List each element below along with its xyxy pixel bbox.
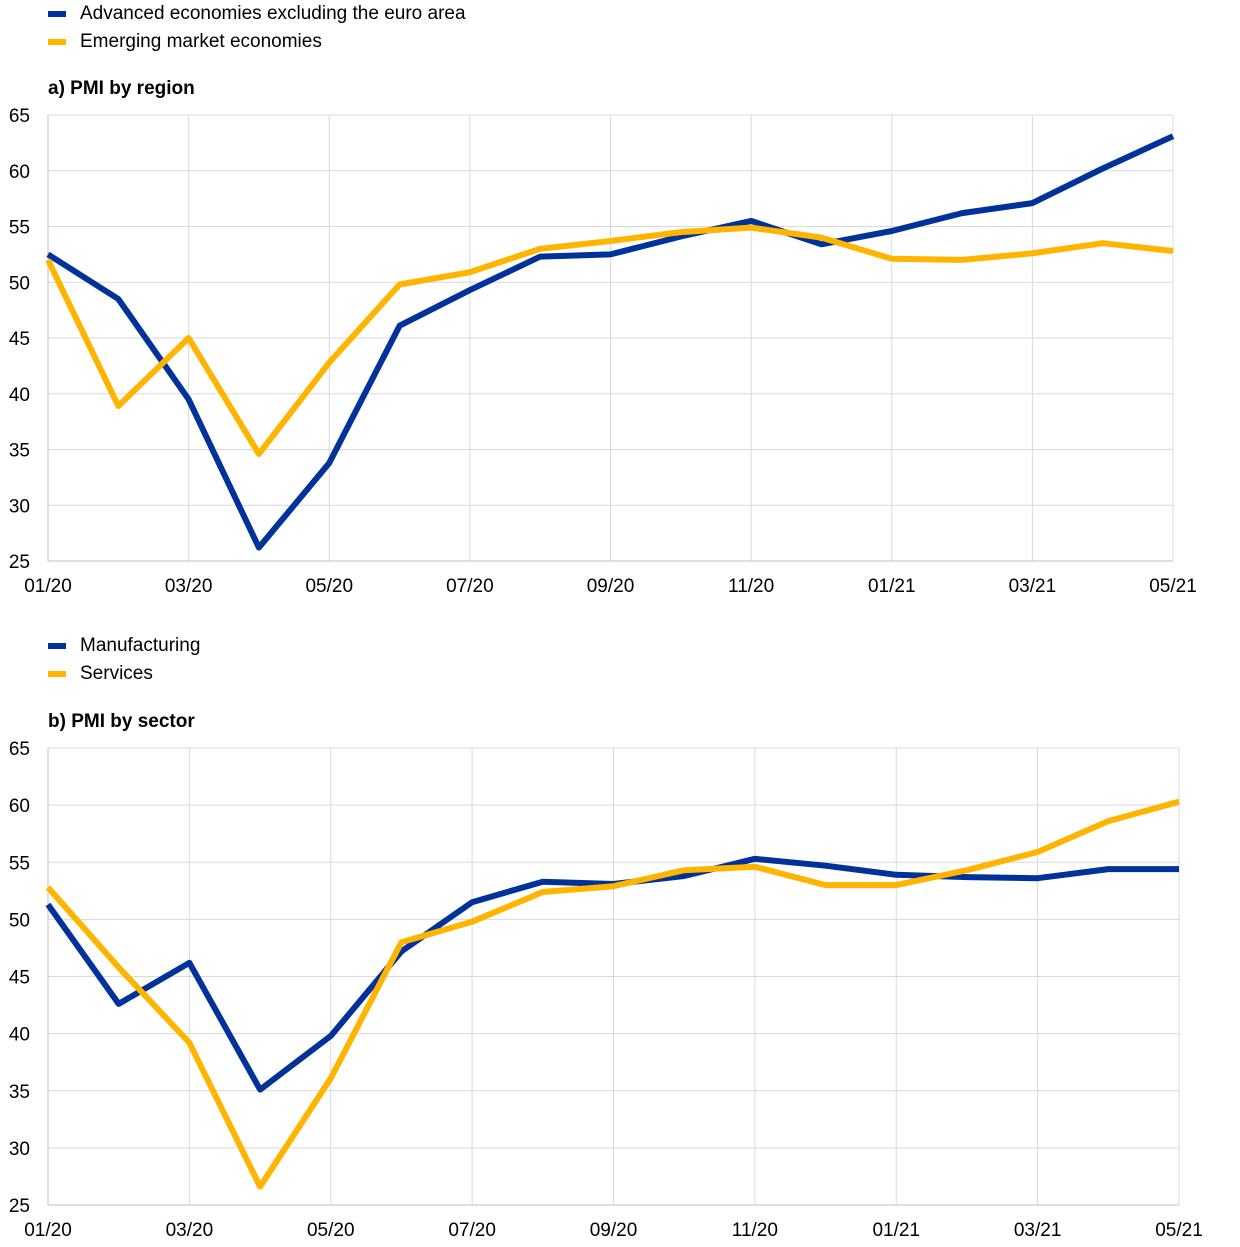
x-tick-label: 05/20 [305,576,353,597]
y-tick-label: 35 [9,441,30,462]
y-tick-label: 30 [9,1139,30,1160]
y-tick-label: 60 [9,796,30,817]
y-tick-label: 45 [9,329,30,350]
y-tick-label: 55 [9,218,30,239]
x-tick-label: 07/20 [446,576,494,597]
x-tick-label: 01/21 [868,576,916,597]
chart-title: b) PMI by sector [48,711,195,732]
y-tick-label: 40 [9,385,30,406]
x-tick-label: 09/20 [590,1220,638,1241]
legend-swatch [48,11,66,17]
y-tick-label: 45 [9,968,30,989]
x-tick-label: 07/20 [448,1220,496,1241]
legend-panel-b: Manufacturing Services [48,632,200,688]
y-tick-label: 40 [9,1025,30,1046]
chart-title: a) PMI by region [48,78,195,99]
y-tick-label: 25 [9,552,30,573]
y-tick-label: 35 [9,1082,30,1103]
legend-swatch [48,643,66,649]
y-tick-label: 50 [9,273,30,294]
x-tick-label: 03/21 [1009,576,1057,597]
series-line-emerging-market-economies [45,224,1174,457]
legend-label: Advanced economies excluding the euro ar… [80,3,466,24]
x-tick-label: 03/20 [165,576,213,597]
y-tick-label: 50 [9,910,30,931]
series-line-services [45,798,1180,1190]
legend-label: Services [80,663,153,684]
series-line-advanced-economies-excluding-the-euro-area [46,133,1175,551]
chart-panel-a: 25 30 35 40 45 50 55 60 65 01/20 03/20 05/20 07/20 09… [9,106,1197,597]
y-tick-label: 60 [9,162,30,183]
x-tick-label: 05/21 [1149,576,1197,597]
x-tick-label: 05/20 [307,1220,355,1241]
y-tick-label: 30 [9,496,30,517]
legend-item: Emerging market economies [48,28,466,56]
x-tick-label: 05/21 [1155,1220,1203,1241]
x-tick-label: 01/20 [24,576,72,597]
legend-label: Manufacturing [80,635,201,656]
y-tick-label: 65 [9,739,30,760]
legend-label: Emerging market economies [80,31,322,52]
x-tick-label: 11/20 [732,1220,778,1241]
legend-swatch [48,671,66,677]
y-tick-label: 55 [9,853,30,874]
legend-swatch [48,39,66,45]
legend-item: Advanced economies excluding the euro ar… [48,0,466,28]
x-tick-label: 03/21 [1014,1220,1062,1241]
x-tick-label: 09/20 [587,576,635,597]
legend-panel-a: Advanced economies excluding the euro ar… [48,0,466,56]
y-tick-label: 65 [9,106,30,127]
x-tick-label: 11/20 [728,576,774,597]
legend-item: Services [48,660,200,688]
x-tick-label: 01/21 [872,1220,920,1241]
y-tick-label: 25 [9,1196,30,1217]
legend-item: Manufacturing [48,632,200,660]
x-tick-label: 03/20 [166,1220,214,1241]
x-tick-label: 01/20 [24,1220,72,1241]
